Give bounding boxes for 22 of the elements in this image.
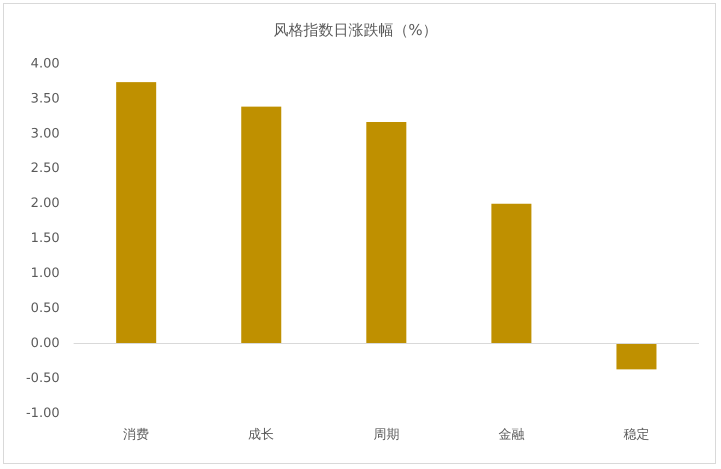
x-tick-label: 消费 xyxy=(123,428,150,443)
x-tick-label: 稳定 xyxy=(623,428,650,443)
y-tick-label: 2.50 xyxy=(30,161,60,176)
bar xyxy=(116,82,156,344)
x-tick-label: 金融 xyxy=(498,428,524,443)
bar xyxy=(491,204,532,344)
y-tick-label: -1.00 xyxy=(26,406,60,421)
y-tick-label: 1.50 xyxy=(30,231,60,246)
y-tick-label: -0.50 xyxy=(26,370,60,386)
bar xyxy=(616,344,656,370)
y-tick-label: 1.00 xyxy=(30,266,60,282)
y-tick-label: 3.00 xyxy=(30,126,60,142)
bar xyxy=(241,106,282,344)
y-tick-label: 0.50 xyxy=(30,300,60,316)
bar xyxy=(366,122,406,344)
x-tick-label: 成长 xyxy=(248,428,274,443)
x-tick-label: 周期 xyxy=(373,428,400,443)
chart-title: 风格指数日涨跌幅（%） xyxy=(273,20,438,39)
y-tick-label: 3.50 xyxy=(30,91,60,106)
y-tick-label: 4.00 xyxy=(30,56,60,72)
y-tick-label: 2.00 xyxy=(30,196,60,212)
y-tick-label: 0.00 xyxy=(30,336,60,351)
